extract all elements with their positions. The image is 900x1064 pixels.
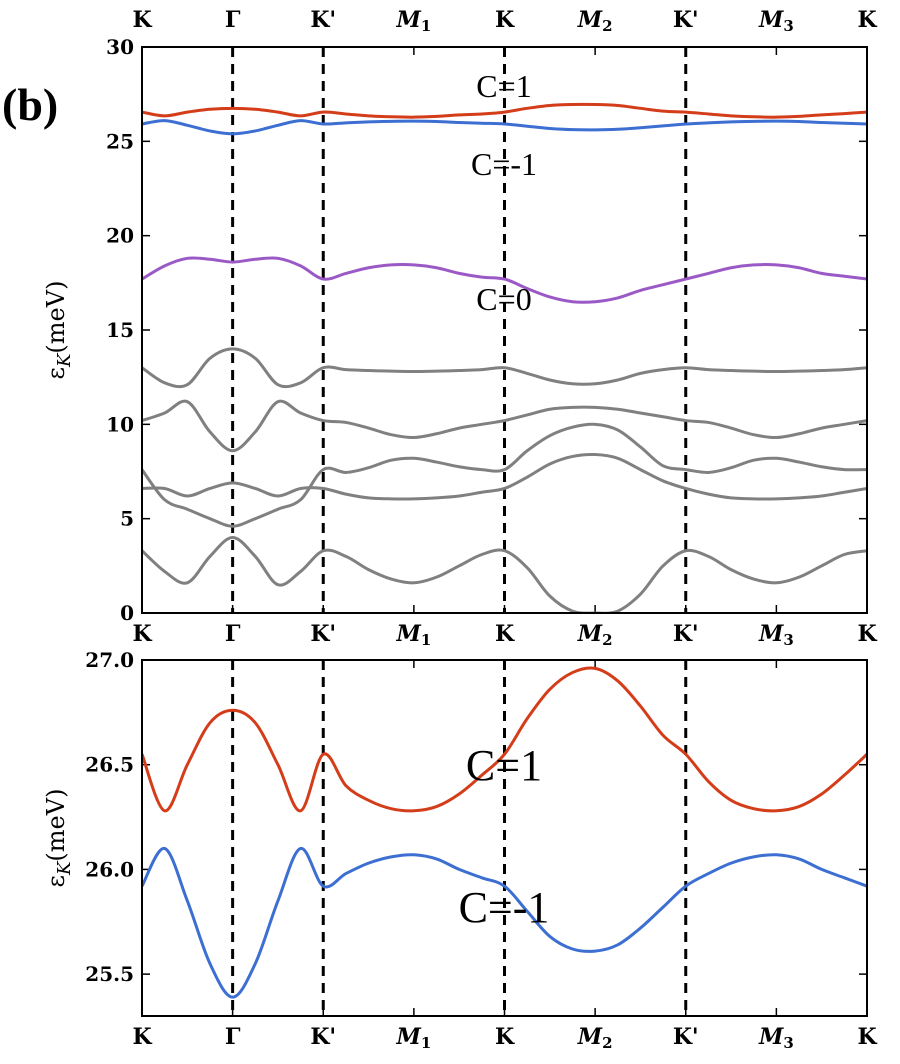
path-label: K [132, 621, 152, 647]
path-label: M2 [577, 1024, 613, 1052]
chern-annotation: C=-1 [471, 146, 537, 182]
path-label: K [495, 1024, 515, 1050]
path-label: M3 [758, 1024, 794, 1052]
plot-frame [141, 46, 868, 614]
series-line-C=1 [142, 102, 867, 119]
series-line-remote-band [142, 347, 867, 389]
path-label: M1 [395, 621, 431, 649]
series-line-remote-band [142, 422, 867, 528]
series-line-remote-band [142, 536, 867, 613]
chart-panel-2: 25.5 26.0 26.5 27.0 K Γ K' M1 K M2 K' M3 KεK(meV) C=1… [42, 648, 877, 1052]
y-tick-label: 10 [106, 412, 134, 436]
series-line-C=-1 [142, 846, 867, 999]
path-label: Γ [225, 1024, 241, 1050]
y-tick-label: 20 [106, 224, 134, 248]
series-line-C=-1 [142, 119, 867, 136]
path-label: M1 [395, 1024, 431, 1052]
path-label: K [132, 1024, 152, 1050]
path-label: K' [310, 7, 336, 33]
chart-panel-1: 051015202530KKΓΓK'K'M1M1KKM2M2K'K'M3M3KK… [42, 7, 877, 649]
chern-annotation: C=1 [476, 68, 531, 104]
path-label: K' [673, 7, 699, 33]
y-tick-label: 26.5 [85, 753, 134, 777]
series-group [142, 666, 867, 999]
y-tick-label: 25 [106, 129, 134, 153]
path-label: M1 [395, 7, 431, 35]
series-line-C=1 [142, 666, 867, 813]
chern-annotation: C=-1 [459, 883, 550, 932]
path-label: K [857, 1024, 877, 1050]
y-tick-label: 5 [120, 507, 134, 531]
path-label: K' [310, 1024, 336, 1050]
series-line-C=0 [142, 256, 867, 304]
y-tick-label: 0 [120, 601, 134, 625]
panel-label: (b) [2, 79, 58, 130]
path-label: M3 [758, 7, 794, 35]
path-label: Γ [225, 621, 241, 647]
series-line-remote-band [142, 452, 867, 501]
y-axis-label: εK(meV) [42, 281, 75, 380]
path-label: K [495, 7, 515, 33]
series-line-remote-band [142, 399, 867, 453]
path-label: K [857, 621, 877, 647]
path-label: K' [673, 621, 699, 647]
path-label: K' [310, 621, 336, 647]
path-label: K' [673, 1024, 699, 1050]
path-label: K [857, 7, 877, 33]
y-tick-label: 15 [106, 318, 134, 342]
y-tick-label: 25.5 [85, 962, 134, 986]
y-tick-label: 27.0 [85, 648, 134, 672]
y-tick-label: 30 [106, 35, 134, 59]
path-label: K [495, 621, 515, 647]
y-axis-label: εK(meV) [42, 789, 75, 888]
path-label: M2 [577, 7, 613, 35]
path-label: M3 [758, 621, 794, 649]
path-label: K [132, 7, 152, 33]
series-group [142, 102, 867, 613]
plot-frame [141, 659, 868, 1017]
path-label: Γ [225, 7, 241, 33]
path-label: M2 [577, 621, 613, 649]
chern-annotation: C=1 [466, 741, 542, 790]
y-tick-label: 26.0 [85, 857, 134, 881]
chern-annotation: C=0 [476, 281, 531, 317]
